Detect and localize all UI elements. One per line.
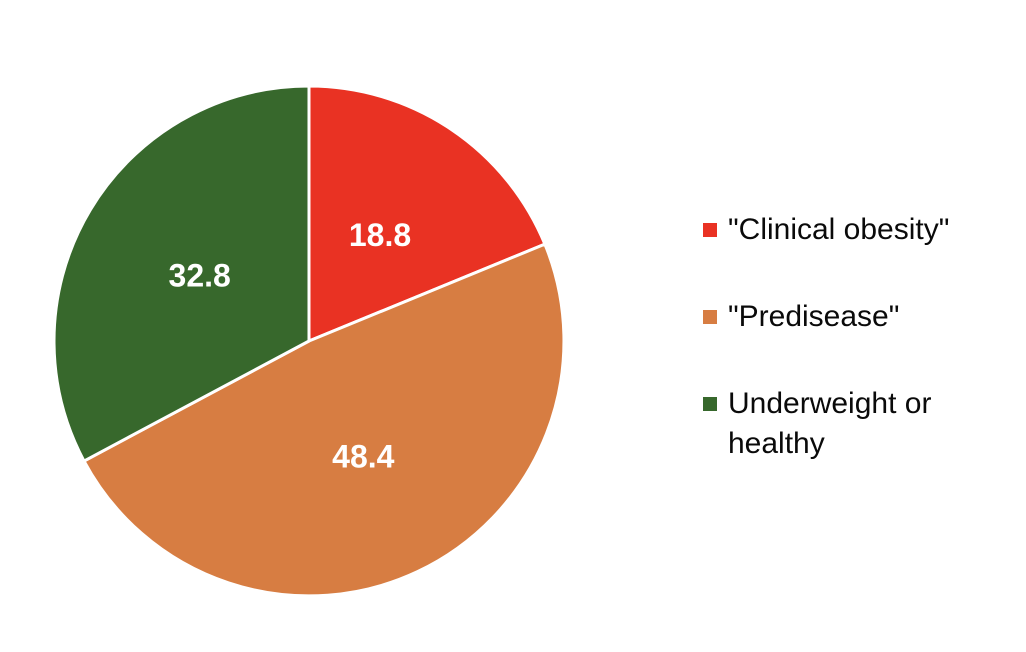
legend-item: "Clinical obesity"	[703, 210, 973, 250]
pie-slice-underweight-or-healthy	[52, 84, 311, 463]
legend-item: "Predisease"	[703, 297, 973, 337]
legend-item: Underweight or healthy	[703, 384, 973, 464]
pie-slice-clinical-obesity	[307, 84, 547, 343]
legend: "Clinical obesity" "Predisease" Underwei…	[703, 210, 973, 464]
pie-data-label: 32.8	[169, 257, 231, 293]
legend-label: "Clinical obesity"	[728, 213, 950, 246]
pie-slice-predisease	[82, 242, 566, 598]
legend-label: Underweight or healthy	[728, 387, 932, 460]
legend-swatch-icon	[703, 310, 717, 324]
legend-swatch-icon	[703, 223, 717, 237]
legend-swatch-icon	[703, 397, 717, 411]
pie-data-label: 18.8	[349, 217, 411, 253]
legend-label: "Predisease"	[728, 300, 900, 333]
pie-data-label: 48.4	[332, 438, 394, 474]
